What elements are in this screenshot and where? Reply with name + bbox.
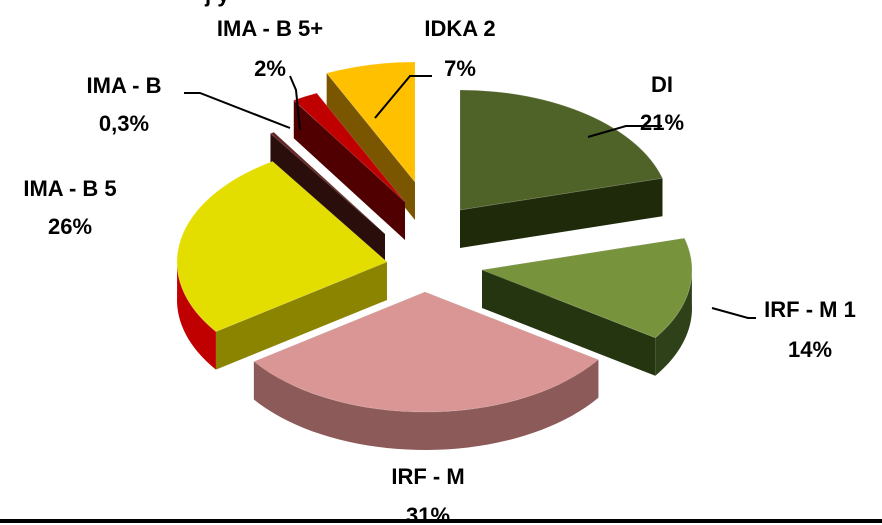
leader-line	[587, 125, 662, 138]
slice-label-irf-m: IRF - M	[391, 464, 464, 489]
pie-slice-di	[459, 89, 664, 248]
slice-wall	[326, 73, 415, 220]
leader-line	[711, 307, 756, 319]
slice-value-ima-b: 0,3%	[99, 111, 149, 136]
slice-top	[269, 131, 386, 235]
slice-value-irf-m-1: 14%	[788, 337, 832, 362]
slice-value-di: 21%	[640, 110, 684, 135]
slice-top	[325, 61, 416, 184]
slice-rim	[655, 266, 692, 376]
slice-top	[252, 291, 600, 413]
slice-wall	[215, 262, 387, 370]
pie-layer	[176, 61, 693, 450]
slice-label-ima-b-5: IMA - B 5	[23, 176, 116, 201]
slice-label-di: DI	[651, 72, 673, 97]
pie-slice-ima-b-5-	[292, 92, 406, 240]
slice-value-idka-2: 7%	[444, 56, 476, 81]
chart-title-fragment: j y	[204, 0, 230, 7]
slice-top	[480, 237, 693, 339]
leader-line	[374, 75, 432, 119]
leader-line	[289, 75, 301, 131]
leader-lines	[184, 75, 756, 319]
slice-wall	[482, 270, 656, 376]
pie-slice-irf-m	[252, 291, 600, 450]
slice-wall	[460, 178, 663, 248]
slice-value-ima-b-5: 26%	[48, 214, 92, 239]
leader-line	[184, 92, 291, 129]
slice-label-irf-m-1: IRF - M 1	[764, 297, 856, 322]
slice-value-ima-b-5-: 2%	[254, 56, 286, 81]
slice-top	[292, 92, 406, 203]
pie-slice-idka-2	[325, 61, 416, 220]
slice-top	[176, 160, 388, 333]
slice-top	[459, 89, 664, 211]
slice-label-ima-b-5-: IMA - B 5+	[217, 16, 323, 41]
pie-slice-irf-m-1	[480, 237, 693, 376]
slice-label-ima-b: IMA - B	[87, 73, 162, 98]
pie-slice-ima-b-5	[176, 160, 388, 370]
slice-rim	[177, 258, 216, 370]
slice-rim	[253, 359, 599, 450]
slice-label-idka-2: IDKA 2	[424, 16, 495, 41]
